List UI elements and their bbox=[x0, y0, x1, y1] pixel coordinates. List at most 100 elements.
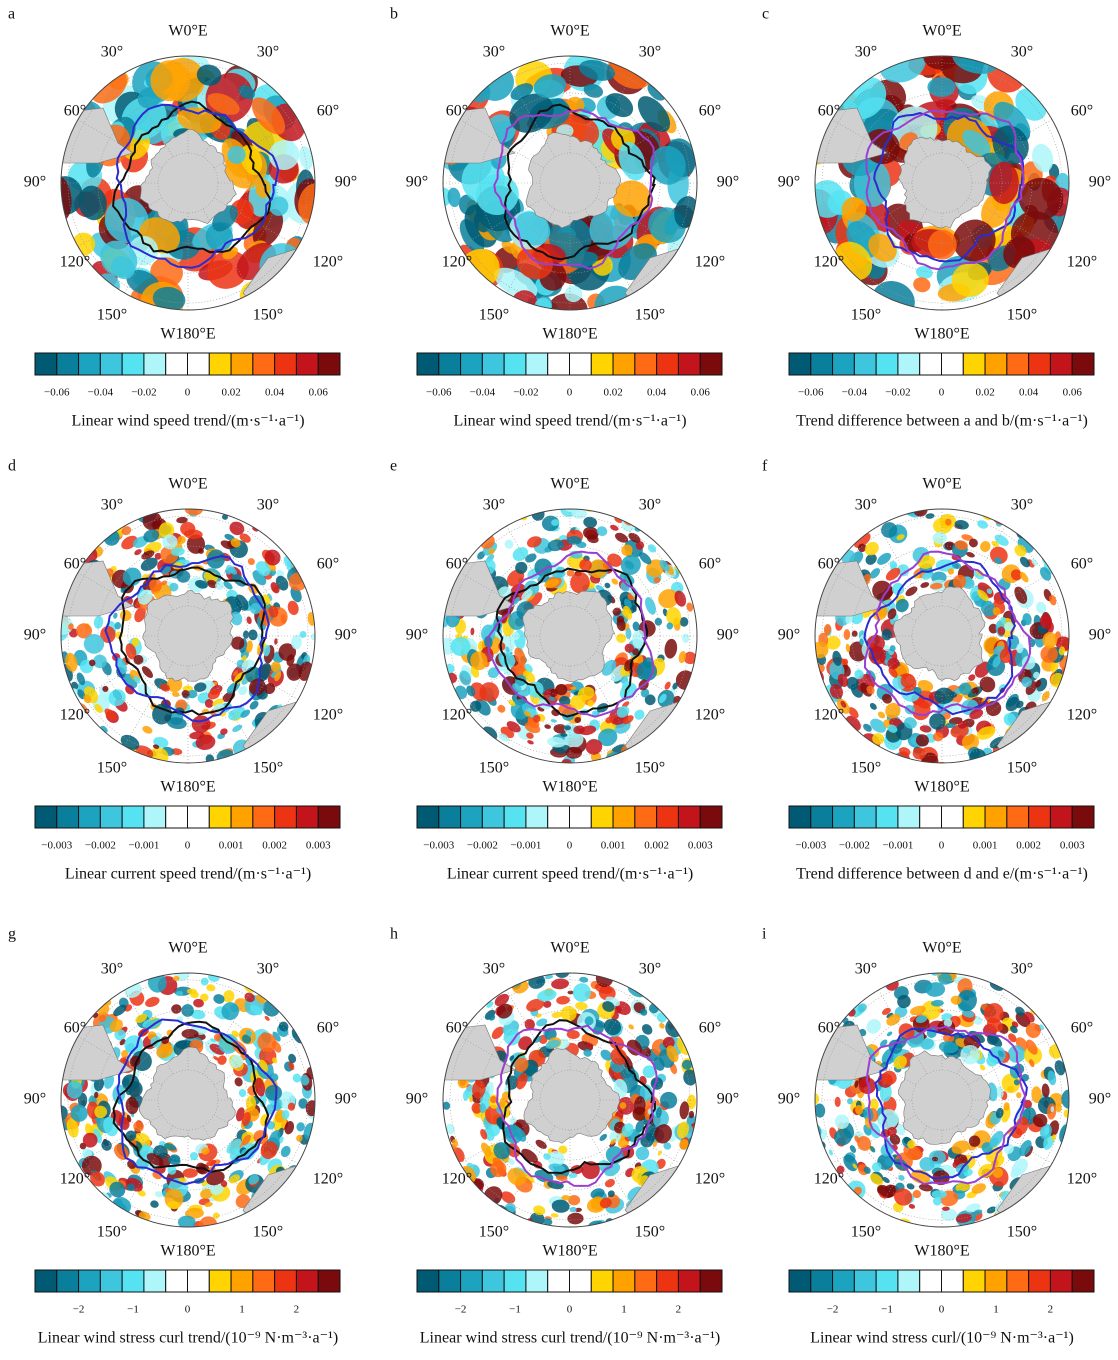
lon-label: 30° bbox=[257, 961, 279, 978]
colorbar-box bbox=[678, 1270, 700, 1292]
colorbar-box bbox=[657, 1270, 679, 1292]
panel-label: e bbox=[390, 458, 397, 475]
colorbar-tick-label: 0.001 bbox=[219, 840, 244, 852]
lon-label: 60° bbox=[317, 1020, 339, 1037]
colorbar-tick-label: −0.003 bbox=[41, 840, 72, 852]
colorbar-box bbox=[1072, 353, 1094, 375]
lon-label: 120° bbox=[1067, 254, 1097, 271]
colorbar-tick-label: −1 bbox=[127, 1304, 139, 1316]
colorbar-tick-label: −1 bbox=[881, 1304, 893, 1316]
colorbar-tick-label: 1 bbox=[993, 1304, 999, 1316]
colorbar-tick-label: 0 bbox=[185, 840, 191, 852]
colorbar-tick-label: 0.001 bbox=[601, 840, 626, 852]
colorbar-box bbox=[439, 806, 461, 828]
lon-label: 120° bbox=[695, 254, 725, 271]
lon-label: 30° bbox=[257, 497, 279, 514]
colorbar-box bbox=[100, 353, 122, 375]
colorbar-box bbox=[1029, 1270, 1051, 1292]
colorbar-box bbox=[253, 353, 275, 375]
lon-label: 150° bbox=[851, 307, 881, 324]
colorbar-box bbox=[613, 353, 635, 375]
lon-label: 30° bbox=[855, 44, 877, 61]
colorbar-box bbox=[963, 1270, 985, 1292]
lon-label: 120° bbox=[814, 1171, 844, 1188]
colorbar-box bbox=[570, 1270, 592, 1292]
colorbar-box bbox=[1050, 353, 1072, 375]
colorbar-box bbox=[789, 1270, 811, 1292]
colorbar-tick-label: −2 bbox=[827, 1304, 839, 1316]
colorbar-box bbox=[526, 1270, 548, 1292]
colorbar-box bbox=[166, 353, 188, 375]
lon-label: W180°E bbox=[542, 779, 597, 796]
colorbar-box bbox=[854, 353, 876, 375]
colorbar-tick-label: −1 bbox=[509, 1304, 521, 1316]
colorbar-box bbox=[504, 353, 526, 375]
lon-label: 150° bbox=[851, 1224, 881, 1241]
colorbar-tick-label: 2 bbox=[1048, 1304, 1054, 1316]
colorbar-box bbox=[296, 353, 318, 375]
colorbar-box bbox=[963, 806, 985, 828]
colorbar-box bbox=[1072, 806, 1094, 828]
colorbar-box bbox=[209, 353, 231, 375]
colorbar-box bbox=[700, 1270, 722, 1292]
colorbar-box bbox=[613, 1270, 635, 1292]
colorbar-box bbox=[591, 353, 613, 375]
colorbar-caption: Linear wind stress curl trend/(10⁻⁹ N·m⁻… bbox=[420, 1330, 720, 1347]
lon-label: 90° bbox=[406, 1091, 428, 1108]
lon-label: W180°E bbox=[160, 1243, 215, 1260]
lon-label: 150° bbox=[635, 307, 665, 324]
lon-label: 150° bbox=[1007, 760, 1037, 777]
colorbar-box bbox=[144, 353, 166, 375]
lon-label: 60° bbox=[699, 103, 721, 120]
lon-label: 90° bbox=[717, 1091, 739, 1108]
lon-label: 120° bbox=[60, 254, 90, 271]
lon-label: 150° bbox=[479, 760, 509, 777]
lon-label: 120° bbox=[60, 707, 90, 724]
colorbar-tick-label: −0.06 bbox=[426, 387, 452, 399]
colorbar-box bbox=[166, 806, 188, 828]
lon-label: 60° bbox=[317, 103, 339, 120]
colorbar-tick-label: −0.002 bbox=[85, 840, 116, 852]
lon-label: 90° bbox=[717, 627, 739, 644]
lon-label: 120° bbox=[695, 707, 725, 724]
lon-label: 90° bbox=[335, 627, 357, 644]
map bbox=[442, 964, 704, 1234]
colorbar-box bbox=[100, 1270, 122, 1292]
colorbar-box bbox=[122, 806, 144, 828]
colorbar-box bbox=[144, 1270, 166, 1292]
colorbar-box bbox=[942, 353, 964, 375]
colorbar-box bbox=[144, 806, 166, 828]
lon-label: 90° bbox=[717, 174, 739, 191]
lon-label: 30° bbox=[1011, 44, 1033, 61]
colorbar-box bbox=[275, 353, 297, 375]
lon-label: W0°E bbox=[168, 476, 207, 493]
colorbar-box bbox=[253, 1270, 275, 1292]
lon-label: 30° bbox=[101, 44, 123, 61]
colorbar-box bbox=[296, 806, 318, 828]
colorbar-box bbox=[898, 1270, 920, 1292]
colorbar-tick-label: 0.06 bbox=[309, 387, 329, 399]
lon-label: 30° bbox=[1011, 961, 1033, 978]
colorbar-box bbox=[854, 806, 876, 828]
lon-label: 60° bbox=[446, 103, 468, 120]
colorbar-tick-label: 0.06 bbox=[1063, 387, 1083, 399]
colorbar-caption: Linear wind stress curl trend/(10⁻⁹ N·m⁻… bbox=[38, 1330, 338, 1347]
lon-label: 120° bbox=[814, 254, 844, 271]
colorbar-box bbox=[100, 806, 122, 828]
colorbar-box bbox=[876, 353, 898, 375]
colorbar-tick-label: −0.003 bbox=[423, 840, 454, 852]
colorbar-box bbox=[57, 806, 79, 828]
colorbar-caption: Linear current speed trend/(m·s⁻¹·a⁻¹) bbox=[65, 866, 311, 883]
colorbar-box bbox=[920, 1270, 942, 1292]
lon-label: 90° bbox=[778, 1091, 800, 1108]
colorbar-caption: Linear wind speed trend/(m·s⁻¹·a⁻¹) bbox=[71, 413, 304, 430]
panel: fW0°E30°30°60°60°90°90°120°120°150°150°W… bbox=[762, 458, 1111, 883]
lon-label: 90° bbox=[778, 174, 800, 191]
colorbar-box bbox=[482, 353, 504, 375]
colorbar-box bbox=[1007, 353, 1029, 375]
panel: cW0°E30°30°60°60°90°90°120°120°150°150°W… bbox=[762, 6, 1111, 430]
colorbar-tick-label: −0.02 bbox=[885, 387, 910, 399]
colorbar-box bbox=[920, 806, 942, 828]
colorbar-box bbox=[635, 353, 657, 375]
